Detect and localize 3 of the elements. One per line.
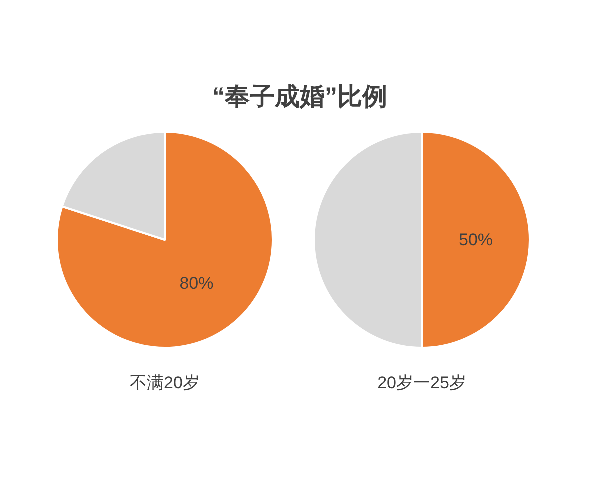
xlabel: 20岁一25岁	[378, 374, 466, 392]
xlabel: 不满20岁	[130, 374, 200, 392]
title: “奉子成婚”比例	[212, 83, 388, 111]
